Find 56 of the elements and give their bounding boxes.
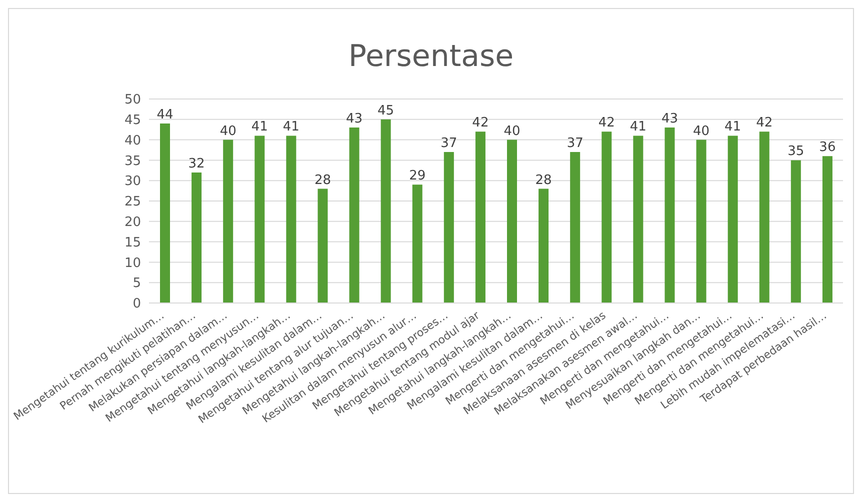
bar <box>412 184 422 303</box>
data-label: 41 <box>630 120 646 135</box>
bar <box>602 132 612 303</box>
bar <box>728 136 738 303</box>
data-label: 42 <box>598 116 615 131</box>
bar <box>696 140 706 303</box>
y-tick-label: 25 <box>124 194 141 210</box>
data-label: 37 <box>566 136 584 152</box>
bar <box>475 132 486 303</box>
data-label: 40 <box>504 124 520 139</box>
bar <box>570 152 580 303</box>
y-tick-label: 45 <box>124 113 141 128</box>
bar <box>633 136 644 303</box>
y-tick-label: 35 <box>124 154 141 169</box>
bar <box>790 160 801 303</box>
bar <box>318 188 328 303</box>
data-label: 44 <box>156 107 174 122</box>
y-tick-label: 15 <box>124 235 141 250</box>
data-label: 42 <box>472 116 489 131</box>
data-label: 41 <box>724 120 742 135</box>
bar <box>160 123 170 303</box>
data-label: 32 <box>188 156 205 172</box>
bar <box>349 128 360 303</box>
bar <box>822 156 832 303</box>
bar <box>507 140 517 303</box>
data-label: 43 <box>346 112 363 127</box>
data-label: 42 <box>756 116 773 131</box>
data-label: 41 <box>251 120 268 135</box>
y-tick-label: 20 <box>124 215 141 230</box>
data-label: 40 <box>220 124 236 139</box>
data-label: 43 <box>661 112 678 127</box>
data-label: 45 <box>378 103 394 118</box>
data-label: 40 <box>693 124 710 139</box>
bar <box>538 188 549 303</box>
y-tick-label: 30 <box>124 174 141 190</box>
y-tick-label: 5 <box>132 276 141 292</box>
chart-title: Persentase <box>347 39 515 76</box>
bar <box>380 119 391 303</box>
data-label: 37 <box>440 136 458 152</box>
bar <box>444 152 454 303</box>
data-label: 41 <box>282 120 300 135</box>
data-label: 29 <box>409 168 426 184</box>
data-label: 35 <box>788 144 804 160</box>
data-label: 28 <box>535 172 552 188</box>
bar <box>759 132 770 303</box>
bar <box>254 136 265 303</box>
bar <box>664 128 675 303</box>
data-label: 28 <box>314 172 331 188</box>
y-tick-label: 10 <box>124 256 141 271</box>
y-tick-label: 0 <box>132 296 141 312</box>
y-tick-label: 40 <box>124 133 141 148</box>
data-label: 36 <box>819 140 836 156</box>
bar <box>223 140 234 303</box>
bar <box>286 136 296 303</box>
bar <box>192 172 202 303</box>
y-tick-label: 50 <box>124 92 141 108</box>
